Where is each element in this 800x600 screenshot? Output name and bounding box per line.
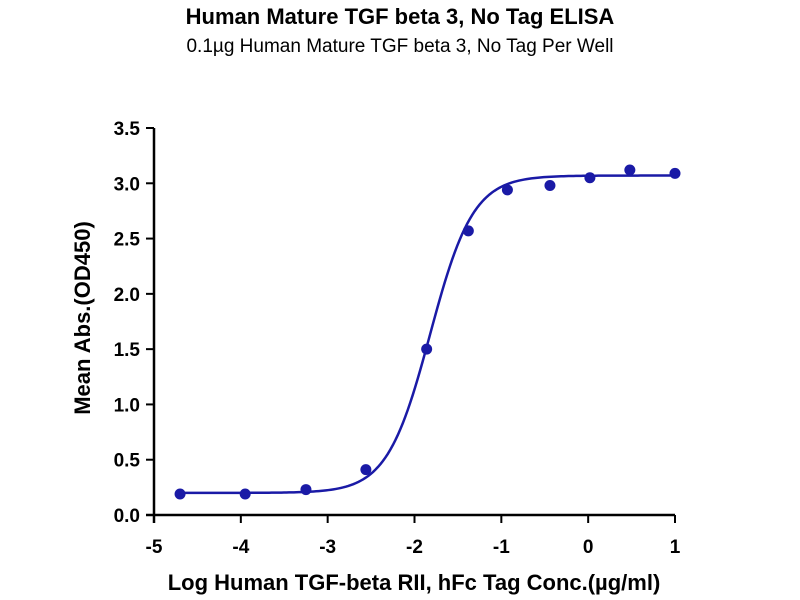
data-point: [239, 488, 251, 500]
x-tick-label: -4: [232, 537, 249, 558]
y-tick-label: 2.0: [114, 285, 140, 306]
y-tick-label: 3.0: [114, 174, 140, 195]
x-tick-label: -1: [493, 537, 510, 558]
y-tick-label: 2.5: [114, 230, 141, 251]
data-point: [501, 184, 513, 196]
data-point: [624, 164, 636, 176]
x-axis-label: Log Human TGF-beta RII, hFc Tag Conc.(µg…: [168, 570, 661, 595]
data-point: [360, 464, 372, 476]
x-tick-label: 1: [670, 537, 681, 558]
chart-title: Human Mature TGF beta 3, No Tag ELISA: [185, 4, 615, 29]
data-point: [584, 172, 596, 184]
data-point: [669, 167, 681, 179]
x-tick-label: -3: [319, 537, 336, 558]
data-point: [462, 225, 474, 237]
x-tick-label: -2: [406, 537, 423, 558]
fit-curve: [180, 174, 675, 495]
x-tick-label: -5: [146, 537, 163, 558]
y-tick-label: 0.0: [114, 506, 140, 527]
data-point: [300, 484, 312, 496]
data-point: [174, 488, 186, 500]
y-axis-label: Mean Abs.(OD450): [70, 221, 95, 415]
data-point: [544, 179, 556, 191]
y-tick-label: 1.5: [114, 340, 141, 361]
data-point: [421, 343, 433, 355]
y-tick-label: 3.5: [114, 119, 141, 140]
y-tick-label: 1.0: [114, 395, 140, 416]
x-tick-label: 0: [583, 537, 594, 558]
y-tick-label: 0.5: [114, 451, 141, 472]
chart-subtitle: 0.1µg Human Mature TGF beta 3, No Tag Pe…: [186, 36, 614, 57]
